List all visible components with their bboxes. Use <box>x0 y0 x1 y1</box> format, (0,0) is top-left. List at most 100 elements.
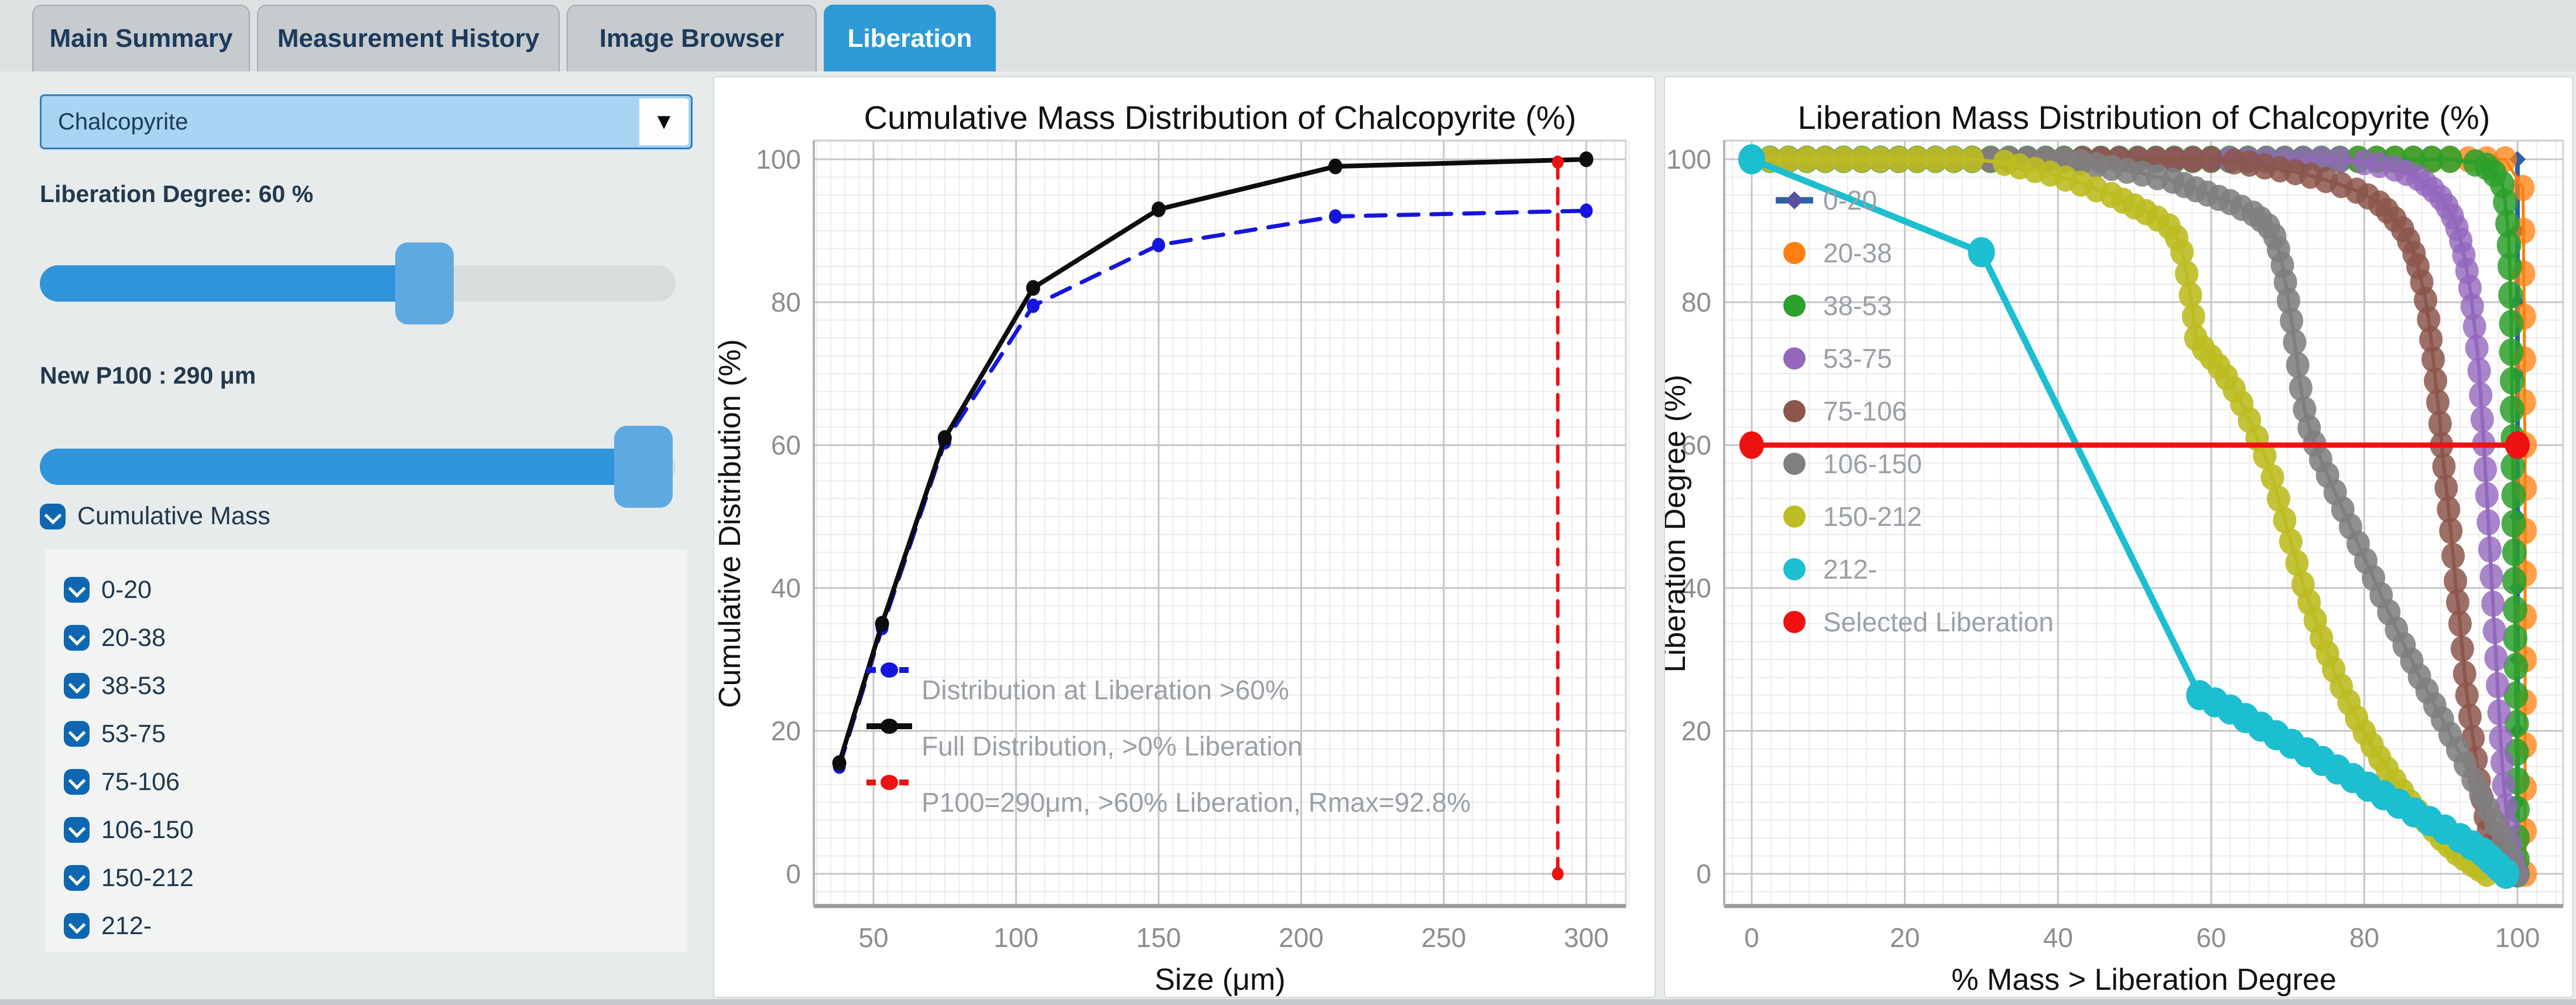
svg-text:20: 20 <box>771 716 801 746</box>
tab-bar: Main Summary Measurement History Image B… <box>0 0 2576 71</box>
check-icon <box>68 772 86 790</box>
fraction-label: 53-75 <box>101 719 166 748</box>
legend-label: Selected Liberation <box>1823 607 2054 637</box>
svg-text:80: 80 <box>1681 287 1711 317</box>
y-axis-label: Cumulative Distribution (%) <box>714 339 747 708</box>
liberation-degree-slider[interactable] <box>40 242 676 324</box>
axis-labels: 0 20 40 60 80 100 0 20 40 60 80 100 Liberation Mass … <box>1665 99 2540 997</box>
legend-label: Distribution at Liberation >60% <box>922 675 1289 705</box>
y-axis-label: Liberation Degree (%) <box>1665 375 1692 673</box>
slider-fill <box>40 449 650 485</box>
fraction-label: 150-212 <box>101 863 194 892</box>
fraction-label: 20-38 <box>101 623 166 652</box>
window-bottom-edge <box>0 999 2576 1005</box>
size-fraction-list: 0-20 20-38 38-53 53-75 75-106 106-150 <box>45 549 687 952</box>
chevron-down-icon: ▼ <box>653 110 675 134</box>
svg-text:20: 20 <box>1890 922 1920 953</box>
fraction-row-75-106[interactable]: 75-106 <box>45 758 687 806</box>
series-P100=290μm, >60% Liberation, Rmax=92.8% <box>1551 155 1564 881</box>
legend-label: 20-38 <box>1823 238 1892 268</box>
series-Full Distribution, >0% Liberation <box>832 151 1594 771</box>
svg-text:40: 40 <box>771 573 801 603</box>
fraction-row-212-[interactable]: 212- <box>45 902 687 950</box>
checkbox-checked-icon[interactable] <box>64 817 90 843</box>
legend-label: 38-53 <box>1823 290 1892 321</box>
tab-main-summary[interactable]: Main Summary <box>32 5 250 71</box>
svg-text:60: 60 <box>1681 430 1711 460</box>
svg-text:50: 50 <box>858 922 888 953</box>
svg-text:0: 0 <box>786 859 801 889</box>
svg-text:100: 100 <box>1666 144 1711 175</box>
svg-text:80: 80 <box>2349 922 2379 953</box>
svg-text:60: 60 <box>771 430 801 460</box>
liberation-mass-chart-card: 0 20 40 60 80 100 0 20 40 60 80 100 Liberation Mass … <box>1664 76 2574 998</box>
svg-text:40: 40 <box>2043 922 2073 953</box>
fraction-row-106-150[interactable]: 106-150 <box>45 806 687 854</box>
check-icon <box>68 580 86 598</box>
slider-handle[interactable] <box>395 242 454 324</box>
tab-measurement-history[interactable]: Measurement History <box>257 5 560 71</box>
fraction-row-38-53[interactable]: 38-53 <box>45 662 687 710</box>
checkbox-checked-icon[interactable] <box>64 913 90 939</box>
mineral-dropdown[interactable]: Chalcopyrite ▼ <box>40 94 693 149</box>
fraction-row-150-212[interactable]: 150-212 <box>45 854 687 902</box>
cumulative-mass-chart-card: 50 100 150 200 250 300 0 20 40 60 80 100 Cumulative … <box>713 76 1656 998</box>
legend-label: Full Distribution, >0% Liberation <box>922 731 1303 761</box>
axis-labels: 50 100 150 200 250 300 0 20 40 60 80 100 Cumulative … <box>714 99 1609 997</box>
legend-label: 106-150 <box>1823 449 1922 479</box>
checkbox-checked-icon[interactable] <box>64 577 90 603</box>
cumulative-mass-checkbox-row[interactable]: Cumulative Mass <box>40 502 270 531</box>
series-212- <box>1738 144 2520 889</box>
x-axis-label: Size (μm) <box>1155 963 1286 997</box>
fraction-label: 0-20 <box>101 575 152 604</box>
chart-title: Liberation Mass Distribution of Chalcopy… <box>1798 99 2491 136</box>
legend-label: 75-106 <box>1823 396 1907 426</box>
checkbox-checked-icon[interactable] <box>64 865 90 891</box>
check-icon <box>68 916 86 934</box>
p100-label: New P100 : 290 μm <box>40 362 256 389</box>
grid <box>813 139 1630 908</box>
check-icon <box>68 676 86 694</box>
fraction-label: 75-106 <box>101 767 180 796</box>
legend-label: 0-20 <box>1823 185 1877 216</box>
check-icon <box>44 507 62 524</box>
fraction-label: 106-150 <box>101 815 194 844</box>
checkbox-checked-icon[interactable] <box>40 503 66 529</box>
legend-label: 212- <box>1823 554 1877 584</box>
checkbox-checked-icon[interactable] <box>64 769 90 795</box>
legend: 0-20 20-38 38-53 53-75 75-106 106-150 150-212 2… <box>1776 185 2054 637</box>
tab-liberation[interactable]: Liberation <box>824 5 996 71</box>
svg-text:40: 40 <box>1681 573 1711 603</box>
legend-label: 53-75 <box>1823 343 1892 374</box>
legend-label: 150-212 <box>1823 501 1922 532</box>
svg-text:0: 0 <box>1696 859 1711 889</box>
checkbox-checked-icon[interactable] <box>64 673 90 699</box>
x-axis-label: % Mass > Liberation Degree <box>1951 963 2337 997</box>
check-icon <box>68 724 86 742</box>
sidebar: Chalcopyrite ▼ Liberation Degree: 60 % N… <box>0 71 708 1005</box>
liberation-degree-label: Liberation Degree: 60 % <box>40 180 314 207</box>
dropdown-arrow-button[interactable]: ▼ <box>639 98 688 145</box>
slider-handle[interactable] <box>614 426 673 508</box>
check-icon <box>68 628 86 646</box>
series-Selected Liberation <box>1739 431 2530 459</box>
checkbox-checked-icon[interactable] <box>64 625 90 651</box>
fraction-row-20-38[interactable]: 20-38 <box>45 614 687 662</box>
legend: Distribution at Liberation >60% Full Dist… <box>866 662 1471 818</box>
fraction-row-0-20[interactable]: 0-20 <box>45 566 687 614</box>
fraction-label: 38-53 <box>101 671 166 700</box>
liberation-mass-chart: 0 20 40 60 80 100 0 20 40 60 80 100 Liberation Mass … <box>1665 99 2564 997</box>
chart-title: Cumulative Mass Distribution of Chalcopy… <box>864 99 1577 136</box>
fraction-row-53-75[interactable]: 53-75 <box>45 710 687 758</box>
svg-text:100: 100 <box>2495 922 2540 953</box>
svg-text:20: 20 <box>1681 716 1711 746</box>
checkbox-checked-icon[interactable] <box>64 721 90 747</box>
cumulative-mass-label: Cumulative Mass <box>77 502 270 530</box>
svg-text:100: 100 <box>994 922 1039 953</box>
svg-text:300: 300 <box>1564 922 1609 953</box>
svg-text:200: 200 <box>1279 922 1324 953</box>
tab-image-browser[interactable]: Image Browser <box>567 5 817 71</box>
p100-slider[interactable] <box>40 426 676 508</box>
svg-text:100: 100 <box>756 144 801 175</box>
